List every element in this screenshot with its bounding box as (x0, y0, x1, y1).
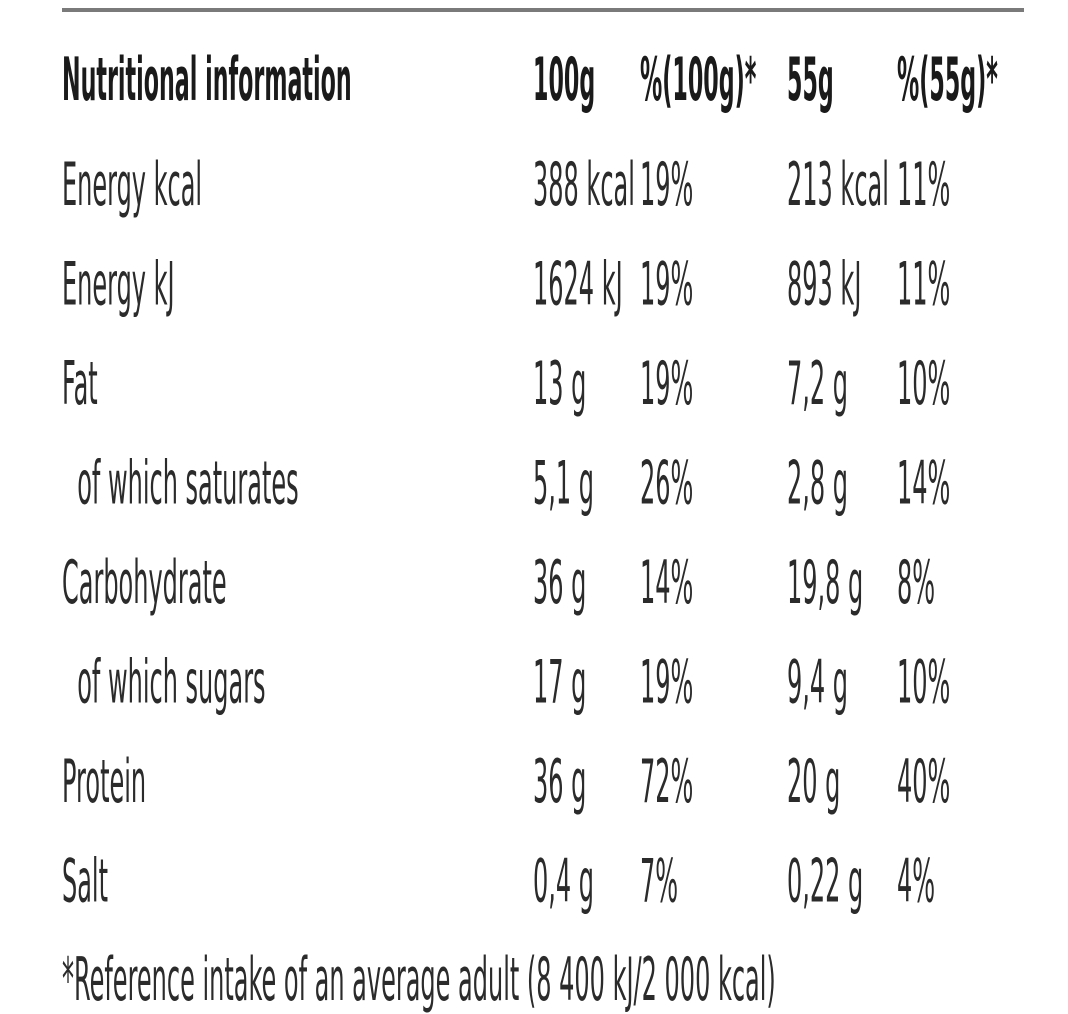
cell: 388 kcal (533, 150, 635, 220)
cell: 14% (640, 548, 693, 618)
cell: %(55g)* (897, 44, 998, 114)
cell: 11% (897, 150, 950, 220)
cell: 4% (897, 846, 935, 916)
cell: 13 g (533, 349, 586, 419)
cell: 2,8 g (787, 448, 848, 518)
header-text: Nutritional information (62, 44, 352, 114)
cell-text: 11% (897, 150, 950, 220)
cell-text: 213 kcal (787, 150, 889, 220)
cell-text: 20 g (787, 747, 840, 817)
cell-text: 9,4 g (787, 647, 848, 717)
cell-text: 388 kcal (533, 150, 635, 220)
cell: 0,4 g (533, 846, 594, 916)
cell-text: 19% (640, 249, 693, 319)
cell-text: 10% (897, 349, 950, 419)
cell: Fat (62, 349, 98, 419)
cell-text: 8% (897, 548, 935, 618)
cell-text: 1624 kJ (533, 249, 623, 319)
cell: 1624 kJ (533, 249, 623, 319)
cell-text: 5,1 g (533, 448, 594, 518)
cell-text: 72% (640, 747, 693, 817)
cell: 26% (640, 448, 693, 518)
cell: 17 g (533, 647, 586, 717)
cell-text: 4% (897, 846, 935, 916)
cell: of which saturates (62, 448, 299, 518)
cell-text: 26% (640, 448, 693, 518)
cell-text: of which sugars (62, 647, 266, 717)
cell-text: 40% (897, 747, 950, 817)
cell-text: 36 g (533, 548, 586, 618)
cell: 72% (640, 747, 693, 817)
cell: 10% (897, 349, 950, 419)
cell: 7,2 g (787, 349, 848, 419)
cell: Energy kJ (62, 249, 175, 319)
cell-text: 11% (897, 249, 950, 319)
cell: Protein (62, 747, 146, 817)
cell: 0,22 g (787, 846, 863, 916)
cell: 20 g (787, 747, 840, 817)
cell-text: Energy kJ (62, 249, 175, 319)
cell-text: 19% (640, 150, 693, 220)
cell: 36 g (533, 747, 586, 817)
cell: 55g (787, 44, 834, 114)
cell: 100g (533, 44, 595, 114)
cell: 213 kcal (787, 150, 889, 220)
cell-text: 0,22 g (787, 846, 863, 916)
header-text: 55g (787, 44, 834, 114)
cell-text: Carbohydrate (62, 548, 227, 618)
cell: 9,4 g (787, 647, 848, 717)
cell-text: 0,4 g (533, 846, 594, 916)
cell-text: Protein (62, 747, 146, 817)
cell-text: Salt (62, 846, 108, 916)
cell: Nutritional information (62, 44, 352, 114)
cell-text: 13 g (533, 349, 586, 419)
cell: 36 g (533, 548, 586, 618)
cell: 10% (897, 647, 950, 717)
cell: Energy kcal (62, 150, 202, 220)
cell: 19% (640, 150, 693, 220)
cell: 11% (897, 249, 950, 319)
cell: Carbohydrate (62, 548, 227, 618)
cell-text: 19,8 g (787, 548, 863, 618)
cell-text: Fat (62, 349, 98, 419)
cell: 14% (897, 448, 950, 518)
cell: Salt (62, 846, 108, 916)
cell: 8% (897, 548, 935, 618)
cell-text: 19% (640, 349, 693, 419)
cell-text: 19% (640, 647, 693, 717)
top-rule (62, 8, 1024, 12)
cell: 7% (640, 846, 678, 916)
cell: of which sugars (62, 647, 266, 717)
cell-text: *Reference intake of an average adult (8… (62, 945, 776, 1014)
cell-text: 10% (897, 647, 950, 717)
cell-text: 2,8 g (787, 448, 848, 518)
header-text: %(55g)* (897, 44, 998, 114)
cell-text: 7% (640, 846, 678, 916)
cell: 19% (640, 349, 693, 419)
cell-text: of which saturates (62, 448, 299, 518)
header-text: %(100g)* (640, 44, 756, 114)
header-text: 100g (533, 44, 595, 114)
cell-text: 893 kJ (787, 249, 861, 319)
cell-text: Energy kcal (62, 150, 202, 220)
cell: *Reference intake of an average adult (8… (62, 945, 776, 1014)
cell: 40% (897, 747, 950, 817)
cell-text: 14% (640, 548, 693, 618)
cell: %(100g)* (640, 44, 756, 114)
cell: 5,1 g (533, 448, 594, 518)
cell-text: 14% (897, 448, 950, 518)
cell: 19% (640, 647, 693, 717)
cell-text: 36 g (533, 747, 586, 817)
cell: 893 kJ (787, 249, 861, 319)
cell-text: 7,2 g (787, 349, 848, 419)
cell: 19,8 g (787, 548, 863, 618)
cell-text: 17 g (533, 647, 586, 717)
cell: 19% (640, 249, 693, 319)
